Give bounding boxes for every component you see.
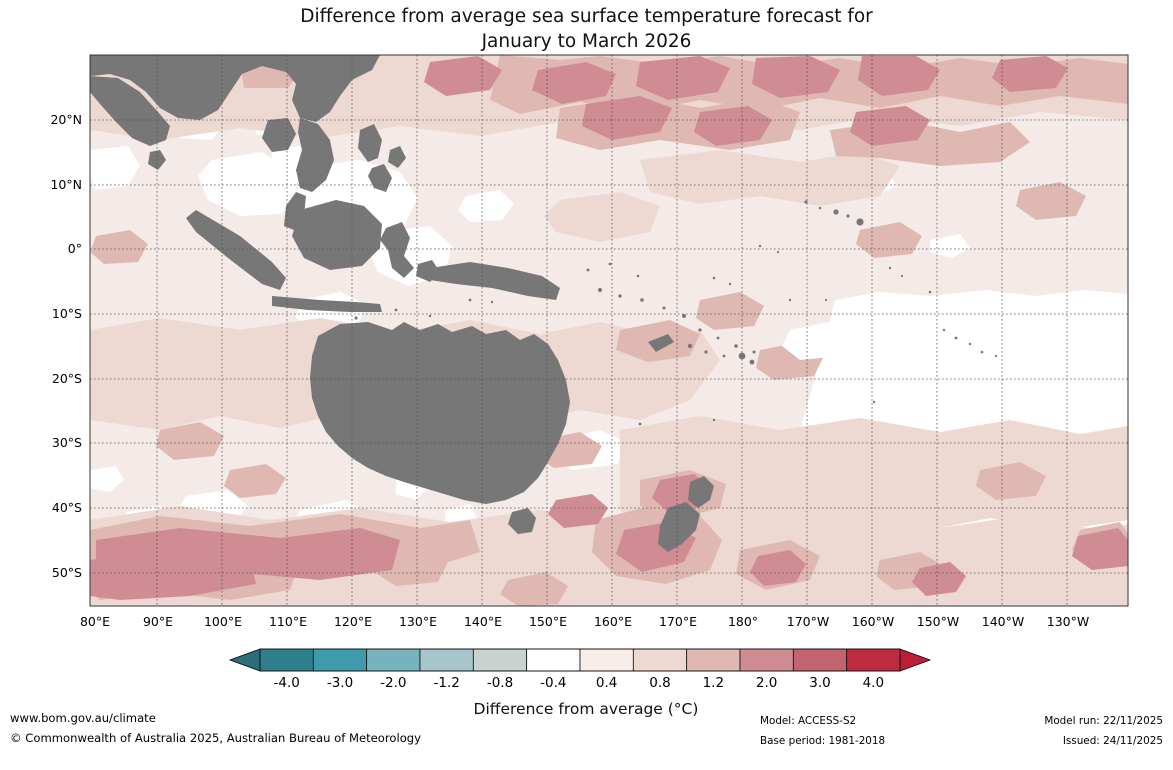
ytick-label: 50°S <box>52 565 82 580</box>
xtick-label: 140°E <box>464 614 502 629</box>
page-title: Difference from average sea surface temp… <box>0 4 1173 54</box>
xtick-label: 130°W <box>1047 614 1089 629</box>
colorbar-tick-label: 3.0 <box>809 675 830 691</box>
colorbar: -4.0 -3.0 -2.0 -1.2 -0.8 -0.4 0.4 0.8 1.2 2.0 3.0 4… <box>228 648 932 718</box>
plot-border <box>89 54 1129 607</box>
ytick-label: 20°S <box>52 371 82 386</box>
xtick-label: 170°E <box>659 614 697 629</box>
xtick-label: 110°E <box>269 614 307 629</box>
colorbar-border <box>259 648 901 672</box>
colorbar-over-arrow <box>899 648 932 672</box>
issued-text: Issued: 24/11/2025 <box>1062 735 1163 747</box>
footer-run-info: Model run: 22/11/2025 Issued: 24/11/2025 <box>1030 711 1163 751</box>
land-masses <box>90 55 998 552</box>
colorbar-tick-label: -3.0 <box>327 675 353 691</box>
colorbar-bands <box>259 648 901 672</box>
ytick-label: 10°N <box>50 177 82 192</box>
xtick-label: 130°E <box>399 614 437 629</box>
xtick-label: 160°E <box>594 614 632 629</box>
ytick-label: 10°S <box>52 306 82 321</box>
colorbar-tick-label: -4.0 <box>273 675 299 691</box>
xtick-label: 140°W <box>982 614 1024 629</box>
colorbar-tick-label: -0.4 <box>540 675 566 691</box>
colorbar-tick-label: 1.2 <box>703 675 724 691</box>
footer-model-info: Model: ACCESS-S2 Base period: 1981-2018 <box>760 711 885 751</box>
colorbar-tick-label: 2.0 <box>756 675 777 691</box>
xtick-label: 80°E <box>80 614 110 629</box>
xtick-label: 150°W <box>917 614 959 629</box>
base-period-text: Base period: 1981-2018 <box>760 735 886 747</box>
colorbar-band <box>419 648 474 672</box>
title-line-2: January to March 2026 <box>481 31 692 52</box>
xtick-label: 160°W <box>852 614 894 629</box>
xtick-label: 150°E <box>529 614 567 629</box>
colorbar-band <box>739 648 794 672</box>
colorbar-under-arrow <box>228 648 261 672</box>
colorbar-band <box>792 648 848 672</box>
colorbar-band <box>312 648 368 672</box>
ytick-label: 20°N <box>50 112 82 127</box>
ytick-label: 30°S <box>52 435 82 450</box>
slight-cool-areas <box>458 190 854 360</box>
map-plot: 20°N 10°N 0° 10°S 20°S 30°S 40°S 50°S 80… <box>50 54 1129 629</box>
y-axis-labels: 20°N 10°N 0° 10°S 20°S 30°S 40°S 50°S <box>50 112 82 580</box>
colorbar-band <box>259 648 314 672</box>
warm-band-20-30 <box>90 56 1128 600</box>
xtick-label: 120°E <box>334 614 372 629</box>
colorbar-band <box>472 648 528 672</box>
xtick-label: 90°E <box>143 614 173 629</box>
colorbar-tick-label: -1.2 <box>433 675 459 691</box>
colorbar-band <box>579 648 634 672</box>
title-line-1: Difference from average sea surface temp… <box>300 6 873 27</box>
colorbar-tick-label: -2.0 <box>380 675 406 691</box>
copyright-text: © Commonwealth of Australia 2025, Austra… <box>10 731 422 745</box>
colorbar-tick-labels: -4.0 -3.0 -2.0 -1.2 -0.8 -0.4 0.4 0.8 1.2 2.0 3.0 4… <box>273 675 884 691</box>
map-gridlines <box>90 55 1128 606</box>
colorbar-tick-label: 4.0 <box>863 675 884 691</box>
ytick-label: 0° <box>68 241 82 256</box>
colorbar-band <box>526 648 581 672</box>
colorbar-band <box>686 648 741 672</box>
colorbar-band <box>366 648 421 672</box>
colorbar-tick-label: 0.4 <box>596 675 617 691</box>
model-text: Model: ACCESS-S2 <box>760 715 857 727</box>
ytick-label: 40°S <box>52 500 82 515</box>
colorbar-tick-label: 0.8 <box>649 675 670 691</box>
colorbar-band <box>846 648 901 672</box>
colorbar-band <box>632 648 688 672</box>
colorbar-title: Difference from average (°C) <box>474 700 699 718</box>
model-run-text: Model run: 22/11/2025 <box>1044 715 1163 727</box>
xtick-label: 100°E <box>204 614 242 629</box>
footer-left: www.bom.gov.au/climate © Commonwealth of… <box>10 708 421 748</box>
small-islands <box>354 200 998 426</box>
colorbar-tick-label: -0.8 <box>487 675 513 691</box>
xtick-label: 170°W <box>787 614 829 629</box>
website-text: www.bom.gov.au/climate <box>10 711 156 725</box>
x-axis-labels: 80°E 90°E 100°E 110°E 120°E 130°E 140°E … <box>80 614 1089 629</box>
xtick-label: 180° <box>728 614 758 629</box>
